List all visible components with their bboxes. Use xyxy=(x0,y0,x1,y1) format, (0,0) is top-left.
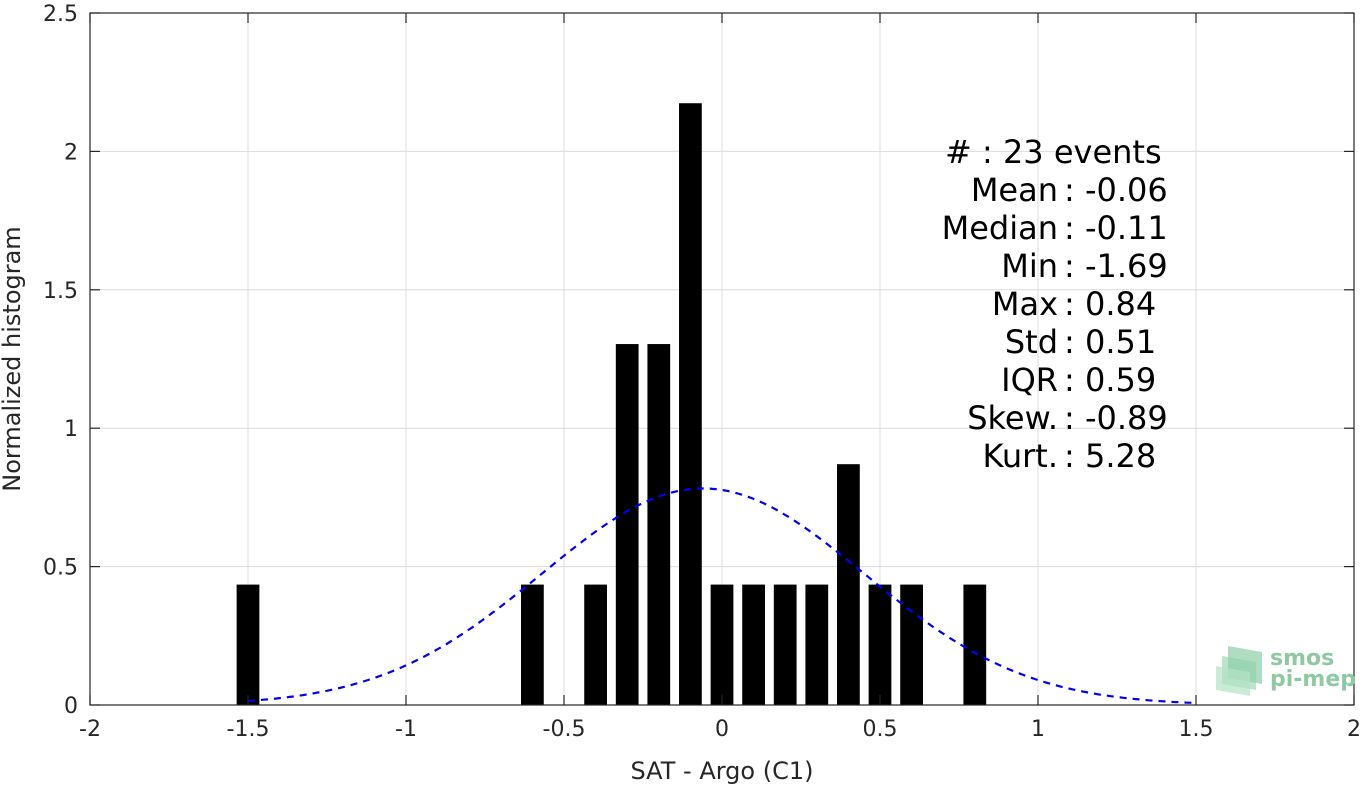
stat-line-7: Skew.: -0.89 xyxy=(967,399,1168,437)
x-tick-label-7: 1.5 xyxy=(1179,717,1214,742)
stat-value-6: : 0.59 xyxy=(1064,361,1156,399)
normal-fit-curve xyxy=(247,487,1197,705)
histogram-bar-10 xyxy=(837,464,860,705)
stat-label-4: Max xyxy=(992,285,1058,323)
stat-value-7: : -0.89 xyxy=(1064,399,1168,437)
stat-label-8: Kurt. xyxy=(982,437,1058,475)
histogram-bar-1 xyxy=(521,584,544,705)
logo-text-line2: pi-mep xyxy=(1270,667,1356,692)
histogram-bar-6 xyxy=(710,584,734,705)
histogram-bar-4 xyxy=(647,344,671,705)
stat-value-1: : -0.06 xyxy=(1064,171,1168,209)
x-tick-label-2: -1 xyxy=(395,717,417,742)
stat-line-6: IQR: 0.59 xyxy=(1001,361,1156,399)
stat-line-3: Min: -1.69 xyxy=(1001,247,1168,285)
histogram-bar-13 xyxy=(963,584,987,705)
histogram-bar-5 xyxy=(679,103,702,705)
y-tick-label-4: 2 xyxy=(64,140,78,165)
y-tick-label-3: 1.5 xyxy=(43,279,78,304)
stat-line-8: Kurt.: 5.28 xyxy=(982,437,1156,475)
x-tick-labels: -2 -1.5 -1 -0.5 0 0.5 1 1.5 2 xyxy=(79,717,1361,742)
histogram-bar-0 xyxy=(236,584,260,705)
x-tick-label-1: -1.5 xyxy=(227,717,270,742)
x-tick-label-3: -0.5 xyxy=(543,717,586,742)
x-tick-label-5: 0.5 xyxy=(863,717,898,742)
axis-ticks xyxy=(89,12,1355,706)
stat-line-4: Max: 0.84 xyxy=(992,285,1156,323)
histogram-bar-11 xyxy=(868,584,892,705)
stat-value-4: : 0.84 xyxy=(1064,285,1156,323)
x-tick-label-4: 0 xyxy=(715,717,729,742)
logo-layers-icon xyxy=(1216,646,1262,696)
stat-label-2: Median xyxy=(942,209,1058,247)
stat-line-2: Median: -0.11 xyxy=(942,209,1168,247)
stat-line-5: Std: 0.51 xyxy=(1005,323,1156,361)
stat-label-6: IQR xyxy=(1001,361,1058,399)
stat-label-5: Std xyxy=(1005,323,1058,361)
histogram-bar-8 xyxy=(773,584,797,705)
y-tick-label-5: 2.5 xyxy=(43,2,78,27)
stat-label-7: Skew. xyxy=(967,399,1058,437)
histogram-bar-2 xyxy=(584,584,607,705)
histogram-bars xyxy=(236,103,987,705)
x-tick-label-0: -2 xyxy=(79,717,101,742)
y-axis-label: Normalized histogram xyxy=(0,226,26,491)
stat-label-3: Min xyxy=(1001,247,1058,285)
y-tick-label-0: 0 xyxy=(64,694,78,719)
histogram-bar-7 xyxy=(742,584,765,705)
y-tick-label-2: 1 xyxy=(64,417,78,442)
stat-value-8: : 5.28 xyxy=(1064,437,1156,475)
y-tick-labels: 0 0.5 1 1.5 2 2.5 xyxy=(43,2,78,719)
x-tick-label-6: 1 xyxy=(1031,717,1045,742)
histogram-bar-9 xyxy=(805,584,829,705)
x-tick-label-8: 2 xyxy=(1347,717,1361,742)
stat-label-1: Mean xyxy=(971,171,1058,209)
stat-value-3: : -1.69 xyxy=(1064,247,1168,285)
stat-value-5: : 0.51 xyxy=(1064,323,1156,361)
stat-value-2: : -0.11 xyxy=(1064,209,1168,247)
histogram-bar-12 xyxy=(900,584,923,705)
logo-text-line1: smos xyxy=(1270,646,1334,671)
smos-pimep-logo: smos pi-mep xyxy=(1216,646,1356,696)
histogram-bar-3 xyxy=(615,344,639,705)
x-axis-label: SAT - Argo (C1) xyxy=(631,757,814,785)
y-tick-label-1: 0.5 xyxy=(43,556,78,581)
stat-line-1: Mean: -0.06 xyxy=(971,171,1168,209)
stat-line-0: # : 23 events xyxy=(945,133,1162,171)
